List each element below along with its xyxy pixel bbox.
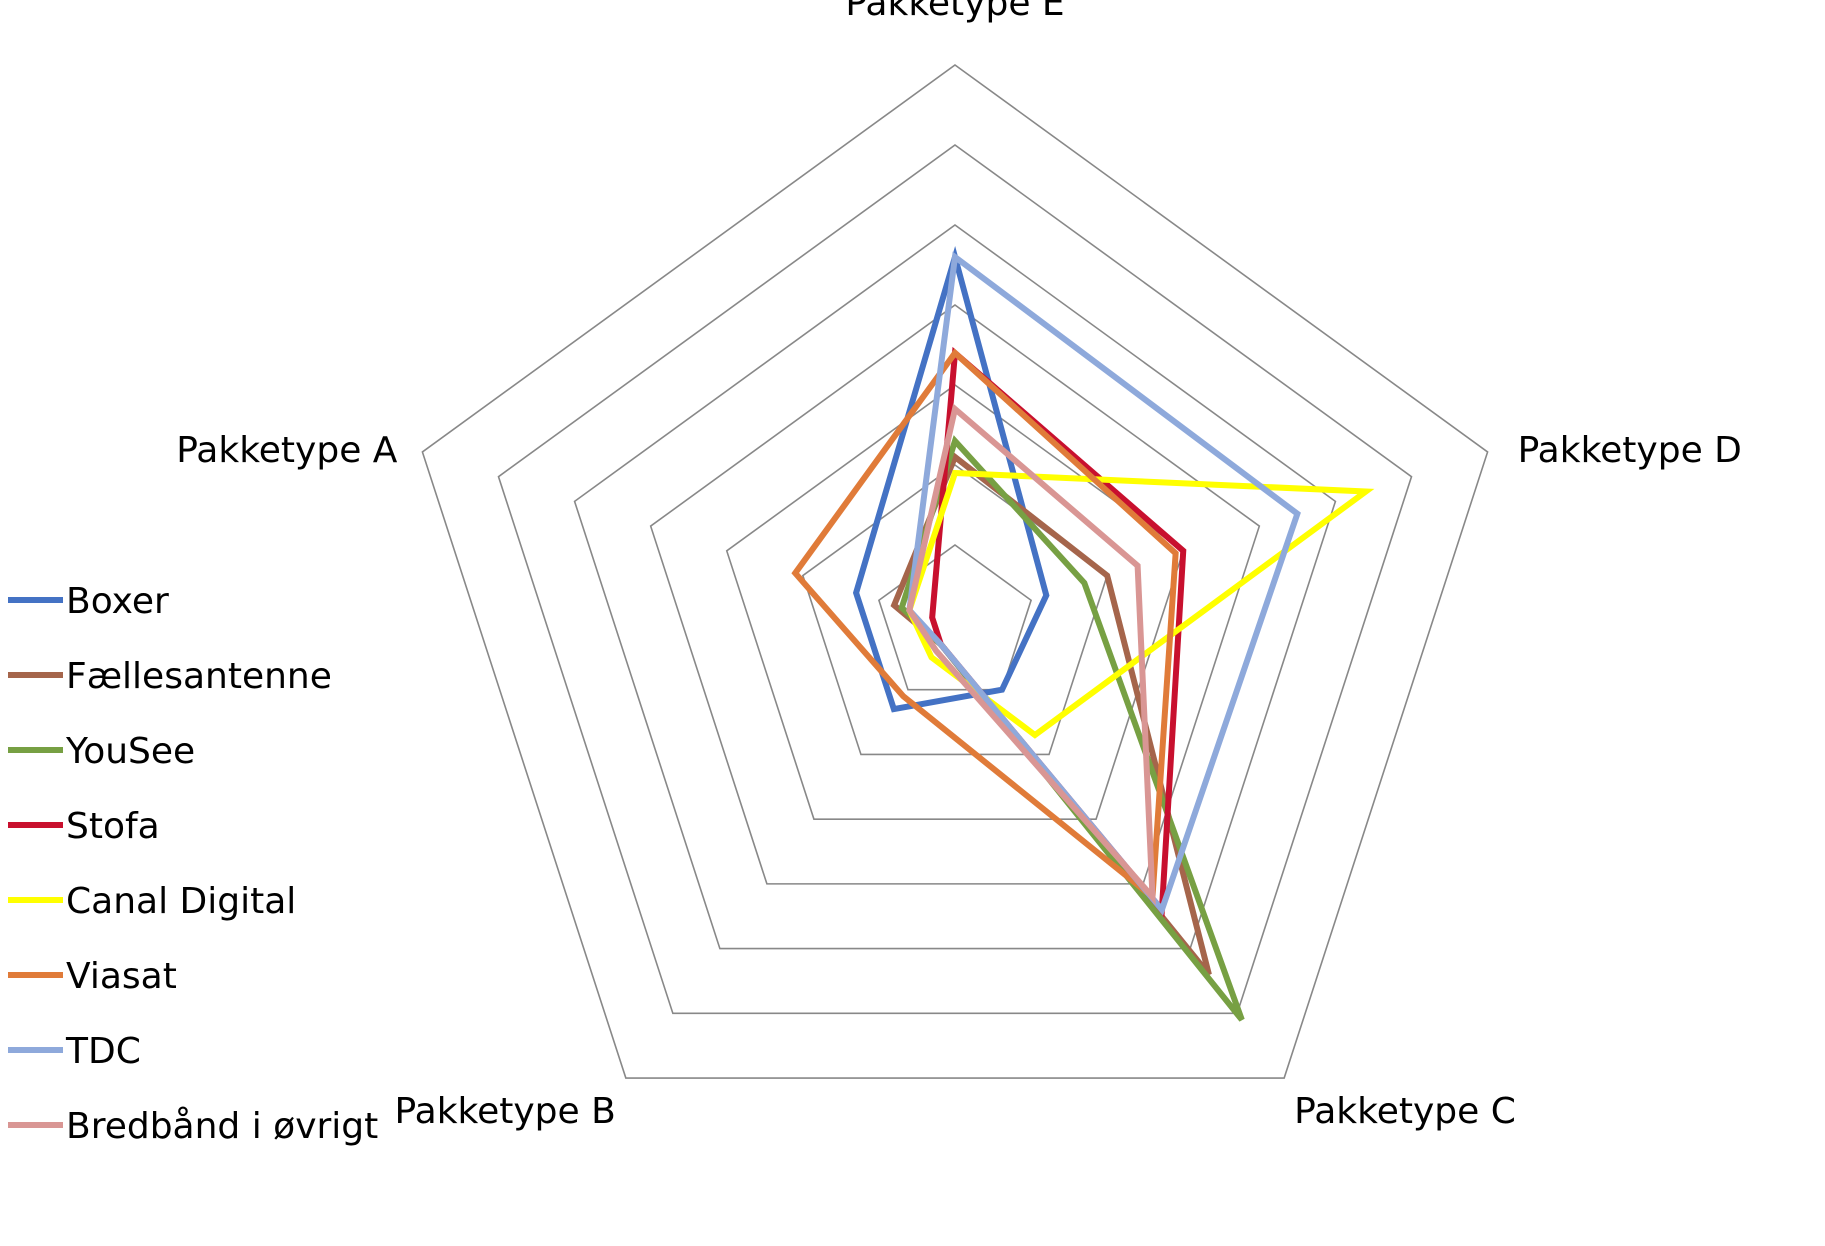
grid-ring-7 xyxy=(421,64,1489,1079)
legend-label-viasat: Viasat xyxy=(66,956,177,997)
legend: Boxer Fællesantenne YouSee Stofa Canal Digit… xyxy=(8,581,378,1147)
grid-ring-5 xyxy=(573,224,1337,950)
radar-grid xyxy=(421,64,1489,1079)
legend-label-bredb-nd-i-vrigt: Bredbånd i øvrigt xyxy=(66,1106,378,1147)
series-yousee xyxy=(898,435,1245,1022)
grid-ring-6 xyxy=(497,144,1413,1015)
series-boxer xyxy=(852,245,1050,713)
series-tdc xyxy=(906,251,1301,916)
legend-label-stofa: Stofa xyxy=(66,806,160,847)
axis-label-c: Pakketype C xyxy=(1294,1091,1516,1132)
series-stofa xyxy=(929,346,1187,918)
grid-ring-4 xyxy=(649,304,1261,885)
legend-label-yousee: YouSee xyxy=(65,731,195,772)
series-viasat xyxy=(791,348,1179,903)
legend-label-f-llesantenne: Fællesantenne xyxy=(66,656,332,697)
axis-labels: Pakketype E Pakketype D Pakketype C Pakkety… xyxy=(176,0,1742,1132)
series-bredb-nd-i-vrigt xyxy=(906,403,1156,906)
axis-label-a: Pakketype A xyxy=(176,430,398,471)
legend-label-boxer: Boxer xyxy=(66,581,169,622)
grid-ring-2 xyxy=(801,464,1109,756)
axis-label-e: Pakketype E xyxy=(845,0,1064,24)
axis-label-b: Pakketype B xyxy=(395,1091,616,1132)
axis-label-d: Pakketype D xyxy=(1518,430,1742,471)
legend-label-canal-digital: Canal Digital xyxy=(66,881,296,922)
grid-ring-1 xyxy=(877,544,1033,691)
legend-label-tdc: TDC xyxy=(65,1031,141,1072)
radar-series xyxy=(791,245,1375,1022)
